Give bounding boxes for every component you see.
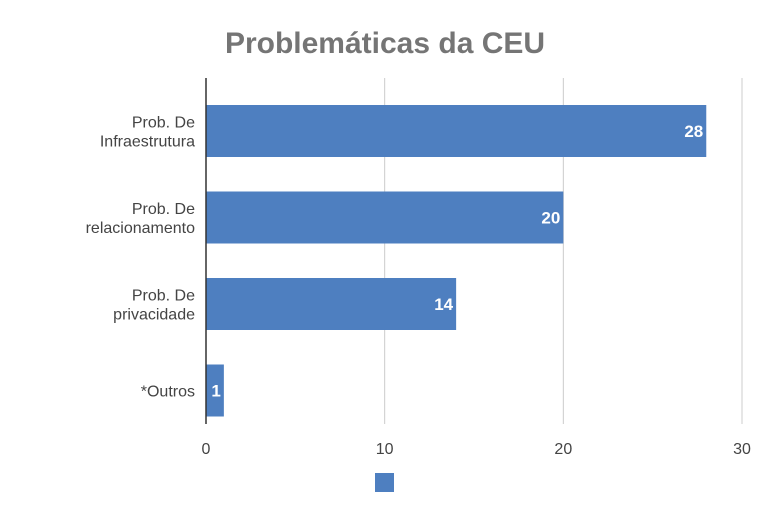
category-label-line: privacidade — [113, 307, 195, 324]
chart-title: Problemáticas da CEU — [225, 27, 545, 60]
x-tick-label: 30 — [733, 441, 751, 458]
category-label-line: *Outros — [141, 384, 195, 401]
category-label-line: Prob. De — [132, 288, 195, 305]
category-label-line: relacionamento — [86, 220, 196, 237]
category-label: Prob. De privacidade — [113, 288, 195, 324]
bar — [206, 105, 707, 157]
x-tick-label: 0 — [202, 441, 211, 458]
category-label: Prob. De Infraestrutura — [100, 115, 195, 151]
category-label-line: Infraestrutura — [100, 134, 195, 151]
bar — [206, 278, 457, 330]
category-labels: Prob. De Infraestrutura Prob. De relacionam… — [86, 115, 196, 401]
category-label-line: Prob. De — [132, 201, 195, 218]
category-label: Prob. De relacionamento — [86, 201, 196, 237]
x-tick-labels: 0 10 20 30 — [202, 441, 751, 458]
bar — [206, 364, 224, 417]
x-tick-label: 10 — [376, 441, 394, 458]
legend — [375, 473, 394, 492]
data-label: 1 — [211, 382, 220, 401]
data-label: 14 — [434, 295, 453, 314]
bar — [206, 191, 564, 244]
category-label-line: Prob. De — [132, 115, 195, 132]
x-tick-label: 20 — [554, 441, 572, 458]
bars: 28 20 14 1 — [206, 105, 707, 417]
category-label: *Outros — [141, 384, 195, 401]
data-label: 28 — [684, 122, 703, 141]
legend-swatch — [375, 473, 394, 492]
data-label: 20 — [541, 209, 560, 228]
